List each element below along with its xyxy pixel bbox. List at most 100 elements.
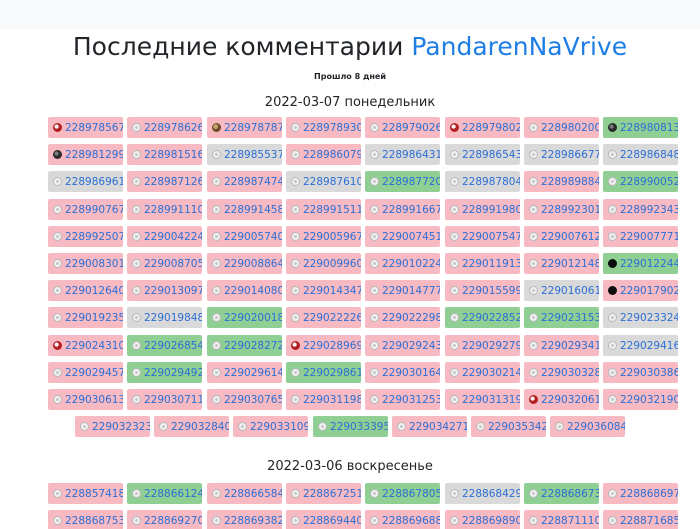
comment-chip[interactable]: 229007771 — [603, 226, 678, 247]
comment-chip[interactable]: 228986677 — [524, 144, 599, 165]
comment-chip[interactable]: 229007612 — [524, 226, 599, 247]
comment-chip[interactable]: 229010224 — [365, 253, 440, 274]
comment-chip[interactable]: 228978930 — [286, 117, 361, 138]
comment-chip[interactable]: 229029243 — [365, 335, 440, 356]
comment-chip[interactable]: 229017902 — [603, 280, 678, 301]
comment-chip[interactable]: 229012640 — [48, 280, 123, 301]
comment-chip[interactable]: 229019848 — [127, 307, 202, 328]
comment-chip[interactable]: 229024310 — [48, 335, 123, 356]
comment-chip[interactable]: 229014777 — [365, 280, 440, 301]
comment-chip[interactable]: 228978787 — [207, 117, 282, 138]
comment-chip[interactable]: 228980813 — [603, 117, 678, 138]
comment-chip[interactable]: 228978626 — [127, 117, 202, 138]
comment-chip[interactable]: 229014080 — [207, 280, 282, 301]
comment-chip[interactable]: 228991511 — [286, 199, 361, 220]
comment-chip[interactable]: 228868697 — [603, 483, 678, 504]
comment-chip[interactable]: 228991458 — [207, 199, 282, 220]
username-link[interactable]: PandarenNaVrive — [411, 32, 628, 61]
comment-chip[interactable]: 229026854 — [127, 335, 202, 356]
comment-chip[interactable]: 228987610 — [286, 171, 361, 192]
comment-chip[interactable]: 228869890 — [445, 510, 520, 529]
comment-chip[interactable]: 228992507 — [48, 226, 123, 247]
comment-chip[interactable]: 228986961 — [48, 171, 123, 192]
comment-chip[interactable]: 229034271 — [392, 416, 467, 437]
comment-chip[interactable]: 228987720 — [365, 171, 440, 192]
comment-chip[interactable]: 228986079 — [286, 144, 361, 165]
comment-chip[interactable]: 228990767 — [48, 199, 123, 220]
comment-chip[interactable]: 229005967 — [286, 226, 361, 247]
comment-chip[interactable]: 229030164 — [365, 362, 440, 383]
comment-chip[interactable]: 229029492 — [127, 362, 202, 383]
comment-chip[interactable]: 229029341 — [524, 335, 599, 356]
comment-chip[interactable]: 229030613 — [48, 389, 123, 410]
comment-chip[interactable]: 228980200 — [524, 117, 599, 138]
comment-chip[interactable]: 228981516 — [127, 144, 202, 165]
comment-chip[interactable]: 229012148 — [524, 253, 599, 274]
comment-chip[interactable]: 228991980 — [445, 199, 520, 220]
comment-chip[interactable]: 229031253 — [365, 389, 440, 410]
comment-chip[interactable]: 228989884 — [524, 171, 599, 192]
comment-chip[interactable]: 228869270 — [127, 510, 202, 529]
comment-chip[interactable]: 228986431 — [365, 144, 440, 165]
comment-chip[interactable]: 228869440 — [286, 510, 361, 529]
comment-chip[interactable]: 229029416 — [603, 335, 678, 356]
comment-chip[interactable]: 228986848 — [603, 144, 678, 165]
comment-chip[interactable]: 228869382 — [207, 510, 282, 529]
comment-chip[interactable]: 229035342 — [471, 416, 546, 437]
comment-chip[interactable]: 229031198 — [286, 389, 361, 410]
comment-chip[interactable]: 229030386 — [603, 362, 678, 383]
comment-chip[interactable]: 228987804 — [445, 171, 520, 192]
comment-chip[interactable]: 229030328 — [524, 362, 599, 383]
comment-chip[interactable]: 229029861 — [286, 362, 361, 383]
comment-chip[interactable]: 228867251 — [286, 483, 361, 504]
comment-chip[interactable]: 228979802 — [445, 117, 520, 138]
comment-chip[interactable]: 229008705 — [127, 253, 202, 274]
comment-chip[interactable]: 229032190 — [603, 389, 678, 410]
comment-chip[interactable]: 228868429 — [445, 483, 520, 504]
comment-chip[interactable]: 228871110 — [524, 510, 599, 529]
comment-chip[interactable]: 229032061 — [524, 389, 599, 410]
comment-chip[interactable]: 229015599 — [445, 280, 520, 301]
comment-chip[interactable]: 229029279 — [445, 335, 520, 356]
comment-chip[interactable]: 228866584 — [207, 483, 282, 504]
comment-chip[interactable]: 229028969 — [286, 335, 361, 356]
comment-chip[interactable]: 229009960 — [286, 253, 361, 274]
comment-chip[interactable]: 228869688 — [365, 510, 440, 529]
comment-chip[interactable]: 228981299 — [48, 144, 123, 165]
comment-chip[interactable]: 228979026 — [365, 117, 440, 138]
comment-chip[interactable]: 229033395 — [313, 416, 388, 437]
comment-chip[interactable]: 229023324 — [603, 307, 678, 328]
comment-chip[interactable]: 229033109 — [233, 416, 308, 437]
comment-chip[interactable]: 229020018 — [207, 307, 282, 328]
comment-chip[interactable]: 228871685 — [603, 510, 678, 529]
comment-chip[interactable]: 228986543 — [445, 144, 520, 165]
comment-chip[interactable]: 229016061 — [524, 280, 599, 301]
comment-chip[interactable]: 228992301 — [524, 199, 599, 220]
comment-chip[interactable]: 229030214 — [445, 362, 520, 383]
comment-chip[interactable]: 229032323 — [75, 416, 150, 437]
comment-chip[interactable]: 229005740 — [207, 226, 282, 247]
comment-chip[interactable]: 228991667 — [365, 199, 440, 220]
comment-chip[interactable]: 229022226 — [286, 307, 361, 328]
comment-chip[interactable]: 229004224 — [127, 226, 202, 247]
comment-chip[interactable]: 229023153 — [524, 307, 599, 328]
comment-chip[interactable]: 229029457 — [48, 362, 123, 383]
comment-chip[interactable]: 228978567 — [48, 117, 123, 138]
comment-chip[interactable]: 228992343 — [603, 199, 678, 220]
comment-chip[interactable]: 229030765 — [207, 389, 282, 410]
comment-chip[interactable]: 228866124 — [127, 483, 202, 504]
comment-chip[interactable]: 228867805 — [365, 483, 440, 504]
comment-chip[interactable]: 228868673 — [524, 483, 599, 504]
comment-chip[interactable]: 229028272 — [207, 335, 282, 356]
comment-chip[interactable]: 229007451 — [365, 226, 440, 247]
comment-chip[interactable]: 228985537 — [207, 144, 282, 165]
comment-chip[interactable]: 229022852 — [445, 307, 520, 328]
comment-chip[interactable]: 229030711 — [127, 389, 202, 410]
comment-chip[interactable]: 229036084 — [550, 416, 625, 437]
comment-chip[interactable]: 229022298 — [365, 307, 440, 328]
comment-chip[interactable]: 228990052 — [603, 171, 678, 192]
comment-chip[interactable]: 229011913 — [445, 253, 520, 274]
comment-chip[interactable]: 229007547 — [445, 226, 520, 247]
comment-chip[interactable]: 229012244 — [603, 253, 678, 274]
comment-chip[interactable]: 229029614 — [207, 362, 282, 383]
